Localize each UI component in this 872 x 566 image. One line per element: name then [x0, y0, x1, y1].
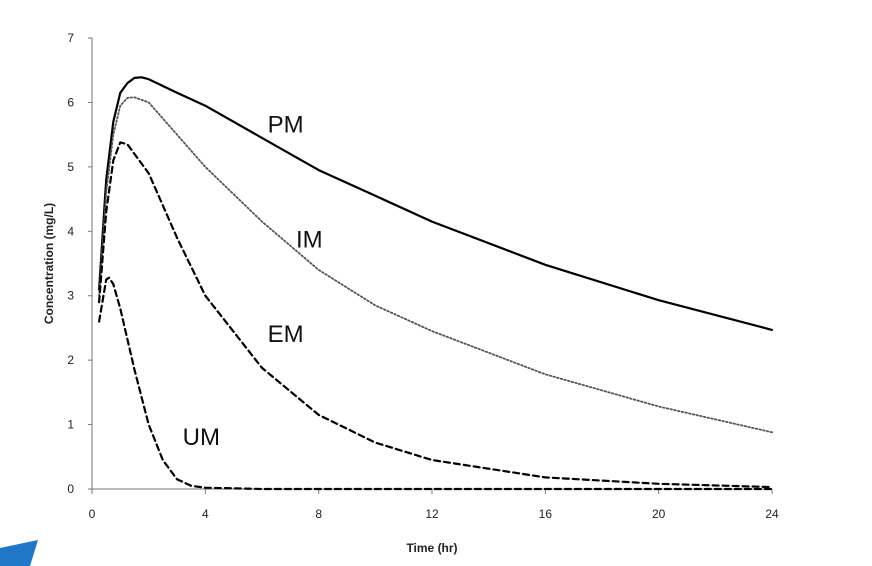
series-label-pm: PM — [268, 112, 304, 139]
series-label-im: IM — [296, 226, 323, 253]
corner-accent — [0, 540, 38, 566]
y-tick-label: 7 — [67, 31, 74, 45]
series-annotations: PM IM EM UM — [183, 112, 323, 451]
y-tick-label: 3 — [67, 289, 74, 303]
y-axis-title: Concentration (mg/L) — [42, 203, 56, 324]
y-tick-label: 0 — [67, 482, 74, 496]
series-line-um — [98, 276, 774, 491]
x-tick-label: 24 — [765, 507, 779, 521]
series-line-em — [98, 141, 774, 489]
x-tick-label: 8 — [315, 507, 322, 521]
y-tick-label: 1 — [67, 418, 74, 432]
y-tick-label: 5 — [67, 160, 74, 174]
x-tick-label: 12 — [425, 507, 439, 521]
x-tick-label: 0 — [89, 507, 96, 521]
y-tick-label: 2 — [67, 353, 74, 367]
x-tick-label: 20 — [652, 507, 666, 521]
x-ticks: 0 4 8 12 16 20 24 — [89, 489, 779, 521]
x-tick-label: 16 — [539, 507, 553, 521]
series-line-im — [98, 96, 773, 434]
y-ticks: 0 1 2 3 4 5 6 7 — [67, 31, 92, 496]
series-label-em: EM — [268, 321, 304, 348]
series-line-pm — [98, 76, 774, 331]
x-axis-title: Time (hr) — [406, 541, 457, 555]
x-tick-label: 4 — [202, 507, 209, 521]
y-tick-label: 6 — [67, 95, 74, 109]
y-tick-label: 4 — [67, 224, 74, 238]
series-label-um: UM — [183, 424, 220, 451]
series-lines — [98, 76, 774, 491]
